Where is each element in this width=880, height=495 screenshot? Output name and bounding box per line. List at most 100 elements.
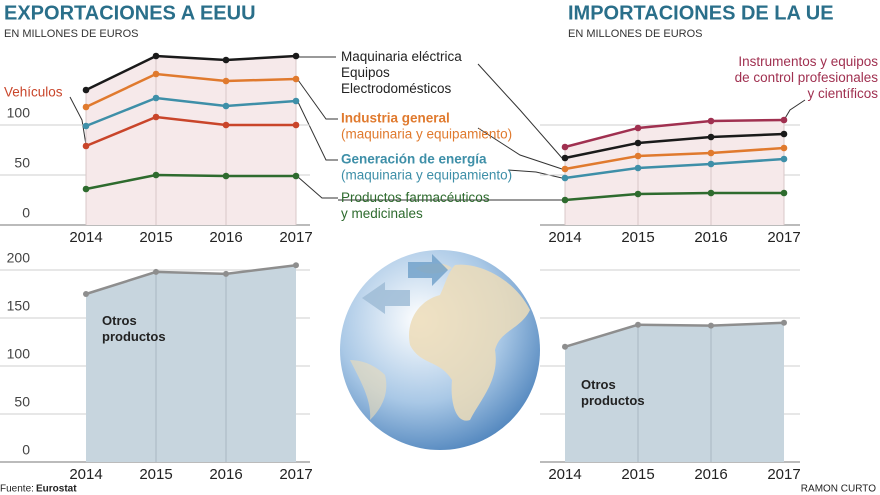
point — [82, 86, 90, 94]
chart-title: IMPORTACIONES DE LA UE — [568, 2, 834, 24]
area-line — [564, 321, 785, 348]
point — [222, 77, 230, 85]
point — [292, 52, 300, 60]
point — [780, 189, 788, 197]
x-tick-label: 2014 — [548, 466, 581, 483]
legend-label: Productos farmacéuticos y medicinales — [341, 190, 490, 221]
point — [223, 270, 229, 277]
point — [152, 52, 160, 60]
x-tick-label: 2015 — [621, 466, 654, 483]
point — [634, 124, 642, 132]
point — [707, 160, 715, 168]
x-tick-label: 2015 — [139, 229, 172, 246]
x-tick-label: 2016 — [209, 466, 242, 483]
point — [152, 70, 160, 78]
chart-subtitle: EN MILLONES DE EUROS — [4, 28, 138, 40]
point — [561, 143, 569, 151]
x-tick-label: 2016 — [209, 229, 242, 246]
legend-detail: (maquinaria y equipamiento) — [341, 168, 512, 183]
source: Eurostat — [36, 484, 77, 495]
legend-label: Instrumentos y equipos de control profesi… — [735, 54, 879, 101]
series-line — [564, 157, 785, 180]
x-tick-label: 2017 — [767, 229, 800, 246]
x-tick-label: 2017 — [279, 229, 312, 246]
point — [222, 102, 230, 110]
point — [634, 190, 642, 198]
area — [565, 322, 784, 462]
y-tick-label: 100 — [7, 105, 31, 121]
x-tick-label: 2014 — [69, 466, 102, 483]
chart-title: EXPORTACIONES A EEUU — [4, 2, 256, 24]
point — [780, 155, 788, 163]
point — [293, 262, 299, 269]
point — [707, 149, 715, 157]
y-tick-label: 50 — [14, 394, 30, 410]
x-tick-label: 2014 — [69, 229, 102, 246]
point — [781, 319, 787, 326]
area — [86, 265, 296, 462]
area-line — [85, 263, 297, 296]
point — [562, 343, 568, 350]
series-line — [564, 132, 785, 160]
source-label: Fuente: — [0, 484, 34, 495]
y-tick-label: 50 — [14, 155, 30, 171]
point — [83, 291, 89, 297]
x-tick-label: 2014 — [548, 229, 581, 246]
point — [82, 142, 90, 150]
x-tick-label: 2016 — [694, 466, 727, 483]
series-line — [85, 115, 296, 148]
point — [82, 122, 90, 130]
x-tick-label: 2015 — [139, 466, 172, 483]
point — [222, 172, 230, 180]
y-tick-label: 0 — [22, 442, 30, 458]
area-label: Otros productos — [581, 377, 645, 408]
point — [561, 174, 569, 182]
series-line — [85, 96, 297, 128]
series-line — [564, 118, 785, 149]
point — [561, 196, 569, 204]
point — [292, 75, 300, 83]
point — [707, 133, 715, 141]
point — [780, 116, 788, 124]
point — [634, 152, 642, 160]
point — [634, 164, 642, 172]
legend-detail: (maquinaria y equipamiento) — [341, 127, 512, 142]
legend-label: Maquinaria eléctrica Equipos Electrodomést… — [341, 49, 462, 96]
series-line — [85, 72, 297, 109]
point — [82, 103, 90, 111]
point — [292, 172, 300, 180]
y-tick-label: 200 — [7, 250, 31, 266]
x-tick-label: 2017 — [279, 466, 312, 483]
y-tick-label: 0 — [22, 205, 30, 221]
point — [780, 130, 788, 138]
globe — [340, 250, 540, 450]
x-tick-label: 2017 — [767, 466, 800, 483]
point — [82, 185, 90, 193]
x-tick-label: 2015 — [621, 229, 654, 246]
point — [222, 56, 230, 64]
point — [152, 113, 160, 121]
series-line — [564, 191, 784, 202]
chart-subtitle: EN MILLONES DE EUROS — [568, 28, 702, 40]
point — [634, 139, 642, 147]
x-tick-label: 2016 — [694, 229, 727, 246]
area-fill — [86, 56, 296, 225]
legend-label: Generación de energía — [341, 152, 487, 167]
y-tick-label: 100 — [7, 346, 31, 362]
point — [708, 322, 714, 329]
leader-lines — [69, 56, 806, 201]
point — [153, 268, 159, 275]
point — [222, 121, 230, 129]
point — [561, 154, 569, 162]
legend-label: Vehículos — [4, 85, 63, 100]
point — [152, 94, 160, 102]
area-label: Otros productos — [102, 313, 166, 344]
point — [152, 171, 160, 179]
series-line — [85, 173, 296, 191]
legend-label: Industria general — [341, 111, 450, 126]
point — [292, 121, 300, 129]
point — [780, 144, 788, 152]
point — [707, 189, 715, 197]
series-line — [85, 54, 297, 92]
